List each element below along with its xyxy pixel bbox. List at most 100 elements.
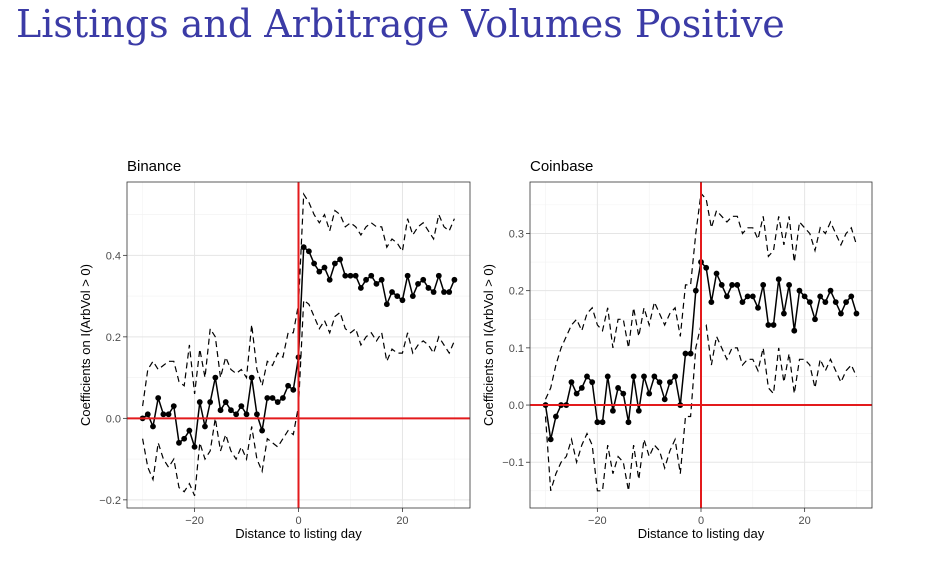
y-axis-label: Coefficients on I(ArbVol > 0) <box>481 264 496 426</box>
coefficient-point <box>770 322 777 328</box>
coefficient-point <box>667 379 673 386</box>
coefficient-point <box>584 373 590 380</box>
x-tick-label: −20 <box>588 515 607 527</box>
coefficient-point <box>610 407 616 414</box>
coefficient-point <box>615 384 621 391</box>
coefficient-point <box>435 272 442 279</box>
coefficient-point <box>755 304 761 311</box>
y-tick-label: 0.4 <box>106 250 121 262</box>
coefficient-point <box>760 282 767 288</box>
coefficient-point <box>425 285 432 291</box>
coefficient-point <box>718 282 725 288</box>
coefficient-point <box>441 289 447 295</box>
coefficient-point <box>222 399 229 405</box>
coefficient-point <box>186 427 193 434</box>
coefficient-point <box>635 407 642 414</box>
coefficient-point <box>708 299 715 306</box>
coefficient-point <box>822 299 829 306</box>
coefficient-point <box>264 395 271 401</box>
coefficient-point <box>373 280 380 287</box>
coefficient-point <box>248 374 255 381</box>
coefficient-point <box>791 327 798 334</box>
coefficient-point <box>775 276 782 283</box>
coefficient-point <box>661 396 668 403</box>
coefficient-point <box>573 390 580 397</box>
coefficient-point <box>399 297 406 304</box>
coefficient-point <box>430 289 437 295</box>
coefficient-point <box>144 411 151 418</box>
y-tick-label: 0.0 <box>106 413 121 425</box>
coefficient-point <box>420 276 427 283</box>
coefficient-point <box>342 272 349 279</box>
coefficient-point <box>326 276 333 283</box>
coefficient-point <box>243 411 250 418</box>
coefficient-point <box>394 293 401 299</box>
coefficient-point <box>207 399 214 405</box>
coefficient-point <box>630 373 637 380</box>
coefficient-point <box>672 373 678 380</box>
coefficient-point <box>801 293 808 300</box>
coefficient-point <box>687 350 694 357</box>
chart-binance: −20 0 20 −0.2 0.0 0.2 0.4 Binance Distance to li… <box>78 158 471 541</box>
coefficient-point <box>692 287 699 294</box>
coefficient-point <box>217 407 224 414</box>
coefficient-point <box>446 289 453 295</box>
coefficient-point <box>155 395 162 401</box>
coefficient-point <box>383 301 390 308</box>
coefficient-point <box>451 276 458 283</box>
coefficient-point <box>646 390 653 397</box>
coefficient-point <box>347 272 354 279</box>
coefficient-point <box>796 287 803 294</box>
coefficient-point <box>181 435 188 442</box>
coefficient-point <box>838 310 844 317</box>
coefficient-point <box>713 270 720 277</box>
coefficient-point <box>150 423 156 430</box>
coefficient-point <box>305 248 312 255</box>
coefficient-point <box>703 264 710 271</box>
coefficient-point <box>843 299 849 306</box>
chart-title: Binance <box>127 158 181 175</box>
coefficient-point <box>212 374 219 381</box>
y-tick-label: 0.1 <box>509 343 524 355</box>
coefficient-point <box>739 299 746 306</box>
y-axis-label: Coefficients on I(ArbVol > 0) <box>78 264 93 426</box>
coefficient-point <box>553 413 559 420</box>
coefficient-point <box>806 299 813 306</box>
coefficient-point <box>160 411 167 418</box>
coefficient-point <box>321 264 328 271</box>
coefficient-point <box>765 322 772 328</box>
coefficient-point <box>254 411 260 418</box>
coefficient-point <box>651 373 658 380</box>
slide-title: Listings and Arbitrage Volumes Positive <box>16 2 785 46</box>
y-tick-label: 0.3 <box>509 228 524 240</box>
coefficient-point <box>682 350 689 357</box>
coefficient-point <box>404 272 411 279</box>
coefficient-point <box>316 268 323 275</box>
coefficient-point <box>285 382 292 389</box>
coefficient-point <box>568 379 575 386</box>
coefficient-point <box>832 299 839 306</box>
coefficient-point <box>202 423 208 430</box>
coefficient-point <box>749 293 756 300</box>
coefficient-point <box>280 395 286 401</box>
coefficient-point <box>547 436 554 443</box>
coefficient-point <box>368 272 375 279</box>
coefficient-point <box>331 260 338 267</box>
coefficient-point <box>827 287 834 294</box>
coefficient-point <box>594 419 601 426</box>
coefficient-point <box>744 293 751 300</box>
x-tick-label: 0 <box>698 515 704 527</box>
coefficient-point <box>259 427 266 434</box>
y-tick-label: −0.2 <box>99 495 121 507</box>
coefficient-point <box>311 260 317 267</box>
y-tick-label: 0.2 <box>106 332 121 344</box>
coefficient-point <box>233 411 240 418</box>
coefficient-point <box>812 316 818 323</box>
coefficient-point <box>656 379 663 386</box>
coefficient-point <box>165 411 172 418</box>
coefficient-point <box>357 285 364 291</box>
coefficient-point <box>853 310 860 317</box>
coefficient-point <box>641 373 647 380</box>
y-tick-label: −0.1 <box>502 457 524 469</box>
